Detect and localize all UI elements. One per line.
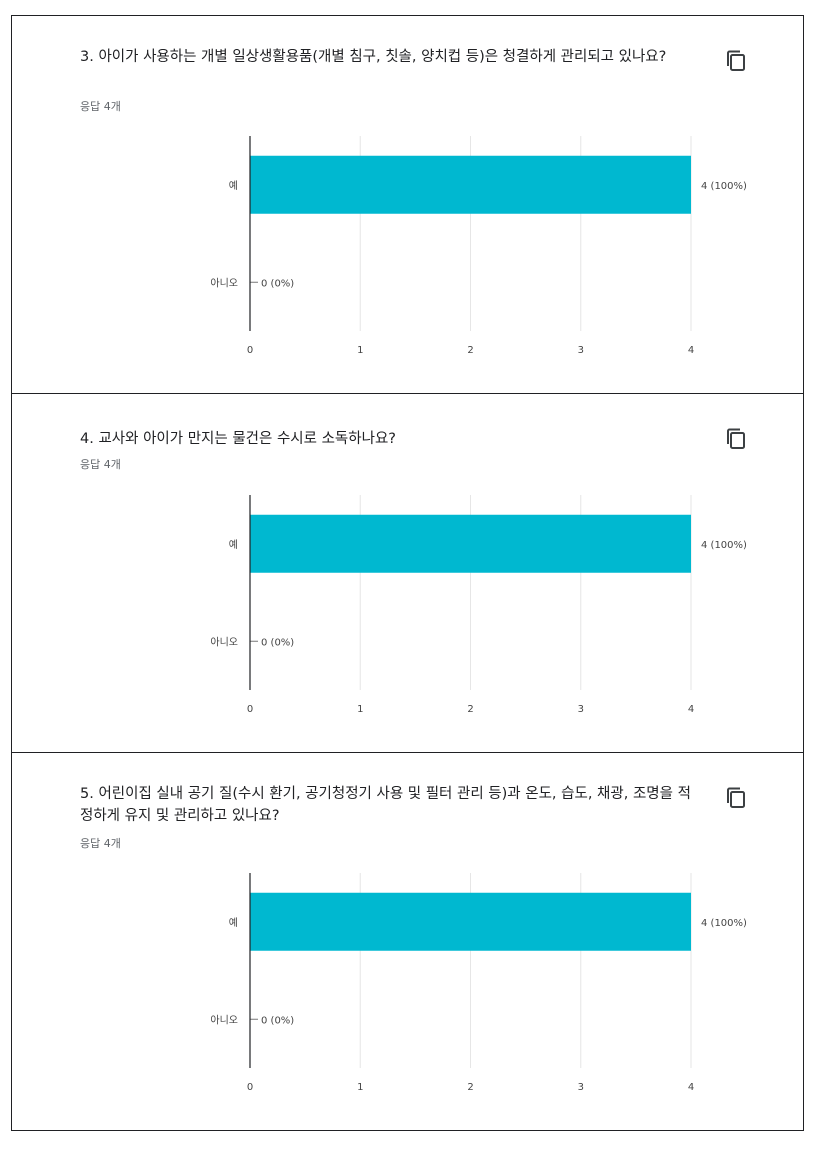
x-tick-label: 0 [247,704,253,715]
copy-icon [727,787,745,808]
question-card: 5. 어린이집 실내 공기 질(수시 환기, 공기청정기 사용 및 필터 관리 … [11,752,804,1131]
category-label: 아니오 [210,277,238,289]
question-card: 3. 아이가 사용하는 개별 일상생활용품(개별 침구, 칫솔, 양치컵 등)은… [11,15,804,394]
bar-chart: 0 1 2 3 4 예 4 (100%) 아니오 0 (0%) [210,495,747,715]
category-label: 예 [229,180,238,192]
data-label: 0 (0%) [261,278,294,289]
bar [250,155,691,214]
x-tick-label: 4 [688,345,694,356]
bar-chart: 0 1 2 3 4 예 4 (100%) 아니오 0 (0%) [210,873,747,1093]
bar-chart: 0 1 2 3 4 예 4 (100%) 아니오 0 (0%) [210,136,747,356]
x-tick-label: 4 [688,704,694,715]
category-label: 예 [229,917,238,929]
data-label: 4 (100%) [701,181,747,192]
response-count: 응답 4개 [80,837,121,850]
x-tick-label: 3 [578,704,584,715]
bar [250,892,691,951]
copy-icon [727,428,745,449]
x-tick-label: 1 [357,345,363,356]
x-tick-label: 2 [467,1082,473,1093]
response-count: 응답 4개 [80,458,121,471]
category-label: 아니오 [210,1014,238,1026]
response-count: 응답 4개 [80,100,121,113]
data-label: 4 (100%) [701,918,747,929]
data-label: 0 (0%) [261,637,294,648]
question-title: 4. 교사와 아이가 만지는 물건은 수시로 소독하나요? [80,431,396,447]
x-tick-label: 4 [688,1082,694,1093]
x-tick-label: 3 [578,345,584,356]
copy-icon [727,50,745,71]
x-tick-label: 0 [247,1082,253,1093]
bar [250,514,691,573]
copy-chart-button[interactable] [725,427,747,451]
question-card: 4. 교사와 아이가 만지는 물건은 수시로 소독하나요? 응답 4개 0 1 2 3… [11,393,804,753]
x-tick-label: 3 [578,1082,584,1093]
question-title: 3. 아이가 사용하는 개별 일상생활용품(개별 침구, 칫솔, 양치컵 등)은… [80,49,667,65]
x-tick-label: 1 [357,1082,363,1093]
copy-chart-button[interactable] [725,786,747,810]
x-tick-label: 1 [357,704,363,715]
category-label: 예 [229,539,238,551]
question-title: 5. 어린이집 실내 공기 질(수시 환기, 공기청정기 사용 및 필터 관리 … [80,786,691,824]
copy-chart-button[interactable] [725,49,747,73]
data-label: 4 (100%) [701,540,747,551]
x-tick-label: 2 [467,345,473,356]
category-label: 아니오 [210,636,238,648]
data-label: 0 (0%) [261,1015,294,1026]
x-tick-label: 0 [247,345,253,356]
x-tick-label: 2 [467,704,473,715]
